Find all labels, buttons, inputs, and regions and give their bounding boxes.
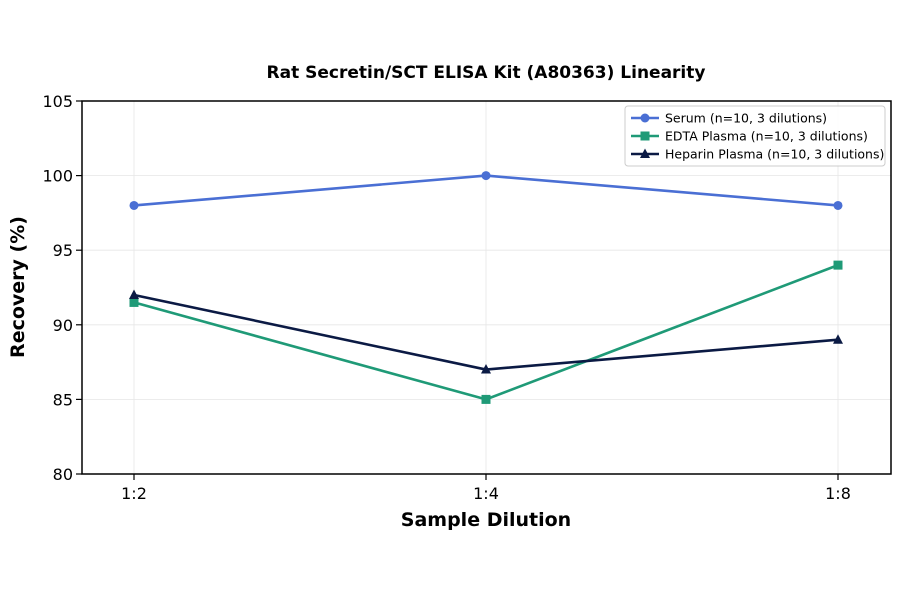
legend: Serum (n=10, 3 dilutions) EDTA Plasma (n=… [624,105,886,167]
x-tick-label: 1:8 [825,484,851,503]
legend-label: Serum (n=10, 3 dilutions) [665,111,827,126]
legend-item: Heparin Plasma (n=10, 3 dilutions) [631,147,884,162]
series-2 [129,260,843,404]
y-tick-label: 95 [53,241,73,260]
y-tick-label: 105 [42,92,73,111]
data-point [481,171,491,181]
y-tick-label: 90 [53,316,73,335]
legend-label: Heparin Plasma (n=10, 3 dilutions) [665,147,884,162]
data-point [129,289,139,299]
y-tick-label: 100 [42,167,73,186]
data-point [833,200,843,210]
x-axis-label: Sample Dilution [401,509,571,531]
data-point [129,200,139,210]
legend-item: EDTA Plasma (n=10, 3 dilutions) [631,129,868,144]
legend-marker [640,113,650,123]
legend-label: EDTA Plasma (n=10, 3 dilutions) [665,129,868,144]
legend-box [624,105,886,167]
ticks: 80 85 90 95 100 105 1:2 1:4 1:8 [42,92,850,503]
legend-marker [640,131,650,141]
chart-title: Rat Secretin/SCT ELISA Kit (A80363) Line… [267,63,706,83]
data-point [481,364,491,374]
data-point [481,394,491,404]
y-tick-label: 85 [53,390,73,409]
x-tick-label: 1:2 [121,484,147,503]
y-tick-label: 80 [53,465,73,484]
series-layer [129,171,843,404]
x-tick-label: 1:4 [473,484,499,503]
data-point [833,334,843,344]
data-point [833,260,843,270]
series-1 [129,171,843,210]
data-point [129,297,139,307]
legend-item: Serum (n=10, 3 dilutions) [631,111,827,126]
y-axis-label: Recovery (%) [7,216,29,358]
legend-marker [640,148,650,158]
series-3 [129,289,843,374]
